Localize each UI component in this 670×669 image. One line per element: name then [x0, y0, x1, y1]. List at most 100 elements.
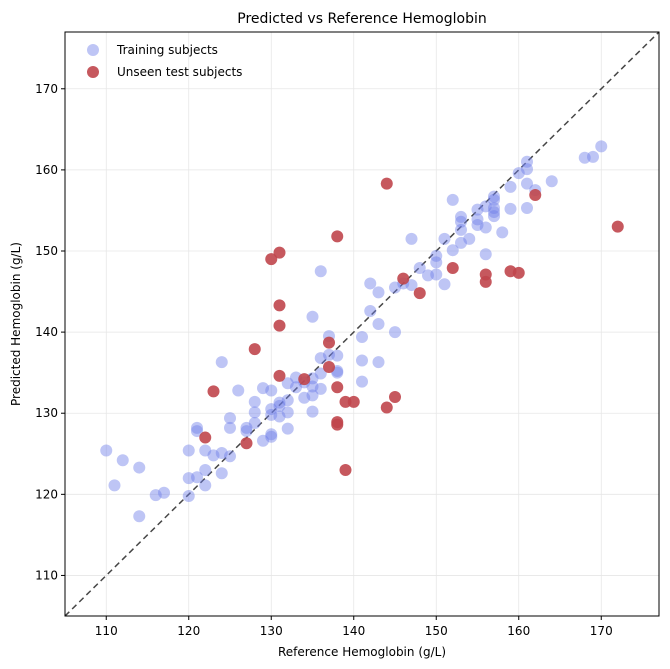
training-point [182, 444, 195, 457]
training-point [455, 210, 467, 223]
training-point [133, 461, 146, 474]
training-point [298, 391, 311, 404]
y-tick-label: 160 [35, 163, 58, 177]
training-point [488, 190, 500, 203]
test-point [323, 360, 335, 373]
training-point [273, 410, 286, 423]
test-point [331, 381, 344, 394]
training-point [356, 375, 368, 388]
training-point [488, 193, 500, 206]
test-point [397, 272, 410, 285]
training-point [488, 210, 500, 223]
training-point [314, 352, 327, 365]
test-point [298, 373, 311, 386]
x-tick-label: 140 [342, 624, 365, 638]
training-point [430, 249, 443, 262]
training-point [281, 422, 294, 435]
training-point [372, 356, 385, 369]
training-point [240, 421, 253, 434]
training-point [248, 395, 261, 408]
training-point [521, 163, 533, 176]
training-point [430, 268, 443, 281]
training-point [116, 454, 129, 467]
training-point [273, 399, 286, 412]
test-point [273, 319, 286, 332]
training-point [545, 175, 558, 188]
training-point [446, 193, 459, 206]
training-point [215, 356, 228, 369]
training-point [257, 382, 269, 395]
training-point [265, 428, 278, 441]
identity-reference-line [64, 31, 660, 617]
training-point [446, 244, 459, 257]
training-point [405, 232, 418, 245]
training-point [364, 305, 377, 318]
test-point [273, 369, 286, 382]
training-point [158, 486, 170, 499]
y-tick-label: 140 [35, 325, 58, 339]
test-point [380, 177, 393, 190]
training-point [306, 405, 319, 418]
training-point [471, 213, 484, 226]
axis-ticks: 110 120 130 140 150 160 170 110 120 130 140 150 160 1… [35, 82, 613, 638]
training-point [389, 281, 401, 294]
training-point [521, 177, 533, 190]
training-point [314, 367, 327, 380]
training-point [191, 471, 203, 484]
x-tick-label: 150 [425, 624, 448, 638]
data-points [100, 140, 624, 523]
test-point [339, 395, 352, 408]
training-point [422, 269, 434, 282]
training-point [595, 140, 608, 153]
y-tick-label: 170 [35, 82, 58, 96]
training-point [281, 406, 294, 419]
training-point [265, 408, 278, 421]
chart-title: Predicted vs Reference Hemoglobin [237, 11, 486, 27]
training-point [265, 403, 278, 416]
training-point [430, 256, 443, 269]
legend-marker [87, 44, 99, 56]
test-point [389, 391, 401, 403]
training-point [306, 380, 319, 393]
training-point [479, 221, 492, 234]
training-point [587, 150, 599, 163]
test-point [331, 418, 344, 431]
test-point [611, 220, 624, 233]
training-point [149, 489, 162, 502]
training-point [248, 406, 261, 419]
training-point [273, 396, 286, 409]
x-tick-label: 110 [95, 624, 118, 638]
training-point [133, 510, 146, 523]
x-axis-label: Reference Hemoglobin (g/L) [278, 645, 446, 659]
training-point [438, 278, 451, 291]
test-point [479, 275, 492, 288]
test-point [207, 385, 220, 398]
training-point [215, 446, 228, 459]
training-point [463, 232, 476, 245]
training-point [488, 206, 500, 219]
training-point [290, 381, 302, 394]
training-point [405, 279, 418, 292]
y-axis-label: Predicted Hemoglobin (g/L) [9, 242, 23, 406]
test-point [273, 299, 286, 312]
training-point [413, 262, 426, 275]
x-tick-label: 120 [177, 624, 200, 638]
training-point [488, 202, 500, 215]
training-point [191, 425, 203, 438]
y-tick-label: 150 [35, 244, 58, 258]
training-point [265, 430, 278, 443]
training-point [199, 464, 212, 476]
legend-label: Unseen test subjects [117, 65, 242, 79]
training-point [323, 348, 335, 361]
test-point [199, 431, 212, 444]
training-point [199, 479, 212, 492]
training-point [182, 489, 195, 502]
training-point [306, 310, 319, 323]
training-point [224, 412, 236, 425]
y-tick-label: 120 [35, 487, 58, 501]
training-point [471, 203, 484, 216]
legend: Training subjects Unseen test subjects [87, 43, 242, 79]
training-point [100, 444, 113, 457]
x-tick-label: 130 [260, 624, 283, 638]
